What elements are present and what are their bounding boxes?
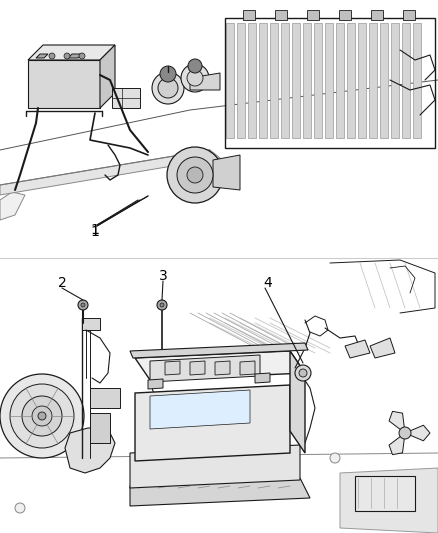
Polygon shape [100, 45, 115, 108]
Circle shape [295, 365, 311, 381]
Bar [339, 10, 351, 20]
Polygon shape [36, 54, 48, 58]
Circle shape [177, 157, 213, 193]
Polygon shape [28, 45, 115, 60]
Polygon shape [290, 351, 305, 453]
Polygon shape [347, 23, 355, 138]
Circle shape [15, 503, 25, 513]
Circle shape [0, 374, 84, 458]
Polygon shape [215, 361, 230, 375]
Circle shape [152, 72, 184, 104]
Polygon shape [391, 23, 399, 138]
Polygon shape [0, 80, 438, 258]
Circle shape [78, 300, 88, 310]
Polygon shape [135, 385, 290, 461]
Polygon shape [380, 23, 388, 138]
Polygon shape [130, 343, 308, 358]
Polygon shape [190, 361, 205, 375]
Polygon shape [240, 361, 255, 375]
Bar [0, 0, 438, 258]
Polygon shape [340, 468, 438, 533]
Circle shape [187, 167, 203, 183]
Circle shape [167, 147, 223, 203]
Bar [82, 318, 100, 330]
Polygon shape [255, 373, 270, 383]
Polygon shape [165, 361, 180, 375]
Bar [403, 10, 415, 20]
Bar [90, 413, 110, 443]
Polygon shape [130, 445, 300, 488]
Polygon shape [0, 192, 25, 220]
Circle shape [187, 70, 203, 86]
Polygon shape [68, 54, 82, 58]
Text: 1: 1 [91, 225, 99, 239]
Polygon shape [0, 453, 438, 533]
Circle shape [399, 427, 411, 439]
Polygon shape [281, 23, 289, 138]
Polygon shape [389, 411, 405, 433]
Polygon shape [135, 351, 305, 380]
Bar [307, 10, 319, 20]
Polygon shape [314, 23, 322, 138]
Polygon shape [336, 23, 344, 138]
Circle shape [81, 303, 85, 307]
Polygon shape [248, 23, 256, 138]
Polygon shape [28, 60, 100, 108]
Circle shape [160, 66, 176, 82]
Circle shape [22, 396, 62, 436]
Polygon shape [303, 23, 311, 138]
Circle shape [158, 78, 178, 98]
Circle shape [10, 384, 74, 448]
Polygon shape [190, 73, 220, 90]
Circle shape [79, 53, 85, 59]
Text: 4: 4 [264, 276, 272, 290]
Bar [90, 388, 120, 408]
Bar [0, 258, 438, 533]
Bar [243, 10, 255, 20]
Circle shape [64, 53, 70, 59]
Text: 3: 3 [159, 269, 167, 283]
Circle shape [49, 53, 55, 59]
Circle shape [181, 64, 209, 92]
Circle shape [157, 300, 167, 310]
Polygon shape [150, 390, 250, 429]
Bar [112, 88, 140, 108]
Bar [275, 10, 287, 20]
Polygon shape [325, 23, 333, 138]
Bar [371, 10, 383, 20]
Polygon shape [213, 155, 240, 190]
Polygon shape [292, 23, 300, 138]
Polygon shape [150, 355, 260, 382]
Polygon shape [226, 23, 234, 138]
Polygon shape [0, 150, 220, 195]
Circle shape [330, 453, 340, 463]
Polygon shape [65, 428, 115, 473]
Text: 2: 2 [58, 276, 67, 290]
Polygon shape [358, 23, 366, 138]
Polygon shape [345, 340, 370, 358]
Circle shape [299, 369, 307, 377]
Polygon shape [402, 23, 410, 138]
Bar [355, 476, 415, 511]
Polygon shape [259, 23, 267, 138]
Polygon shape [270, 23, 278, 138]
Text: 1: 1 [91, 223, 99, 237]
Polygon shape [405, 425, 430, 441]
Polygon shape [130, 478, 310, 506]
Circle shape [32, 406, 52, 426]
Circle shape [188, 59, 202, 73]
Polygon shape [369, 23, 377, 138]
Polygon shape [148, 379, 163, 389]
Circle shape [38, 412, 46, 420]
Polygon shape [389, 433, 405, 455]
Polygon shape [370, 338, 395, 358]
Polygon shape [237, 23, 245, 138]
Circle shape [160, 303, 164, 307]
Polygon shape [413, 23, 421, 138]
Bar [225, 18, 435, 148]
